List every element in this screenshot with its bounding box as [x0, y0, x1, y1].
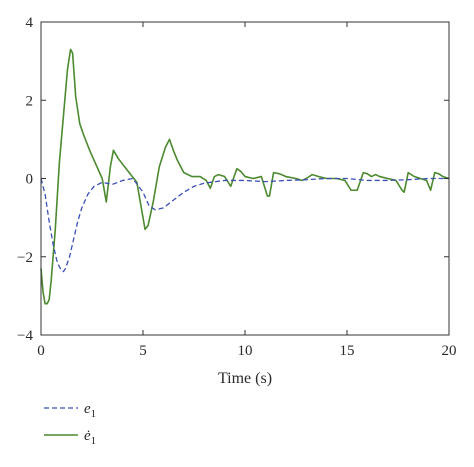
series-line-e1 — [40, 177, 449, 273]
y-tick-label: 2 — [26, 93, 34, 109]
x-tick-label: 0 — [37, 343, 45, 359]
y-tick-label: −2 — [17, 250, 33, 266]
x-tick-label: 20 — [442, 343, 457, 359]
y-tick-label: 4 — [26, 15, 34, 31]
x-tick-label: 10 — [238, 343, 253, 359]
legend-label-base: ė — [84, 428, 91, 444]
legend-label-base: e — [84, 401, 91, 417]
legend-label-subscript: 1 — [91, 408, 97, 420]
y-tick-label: −4 — [17, 328, 33, 344]
axes: 0 5 10 15 20 −4 −2 0 2 4 Time (s) — [17, 15, 456, 387]
x-axis-title: Time (s) — [218, 370, 272, 387]
legend-label-e1: e1 — [84, 401, 96, 420]
legend-label-subscript: 1 — [91, 435, 97, 447]
plot-area — [40, 48, 450, 305]
y-tick-label: 0 — [26, 172, 34, 188]
series-line-e1-dot — [40, 48, 450, 305]
x-tick-label: 15 — [340, 343, 355, 359]
legend-label-e1-dot: ė1 — [84, 428, 96, 447]
x-tick-label: 5 — [139, 343, 147, 359]
